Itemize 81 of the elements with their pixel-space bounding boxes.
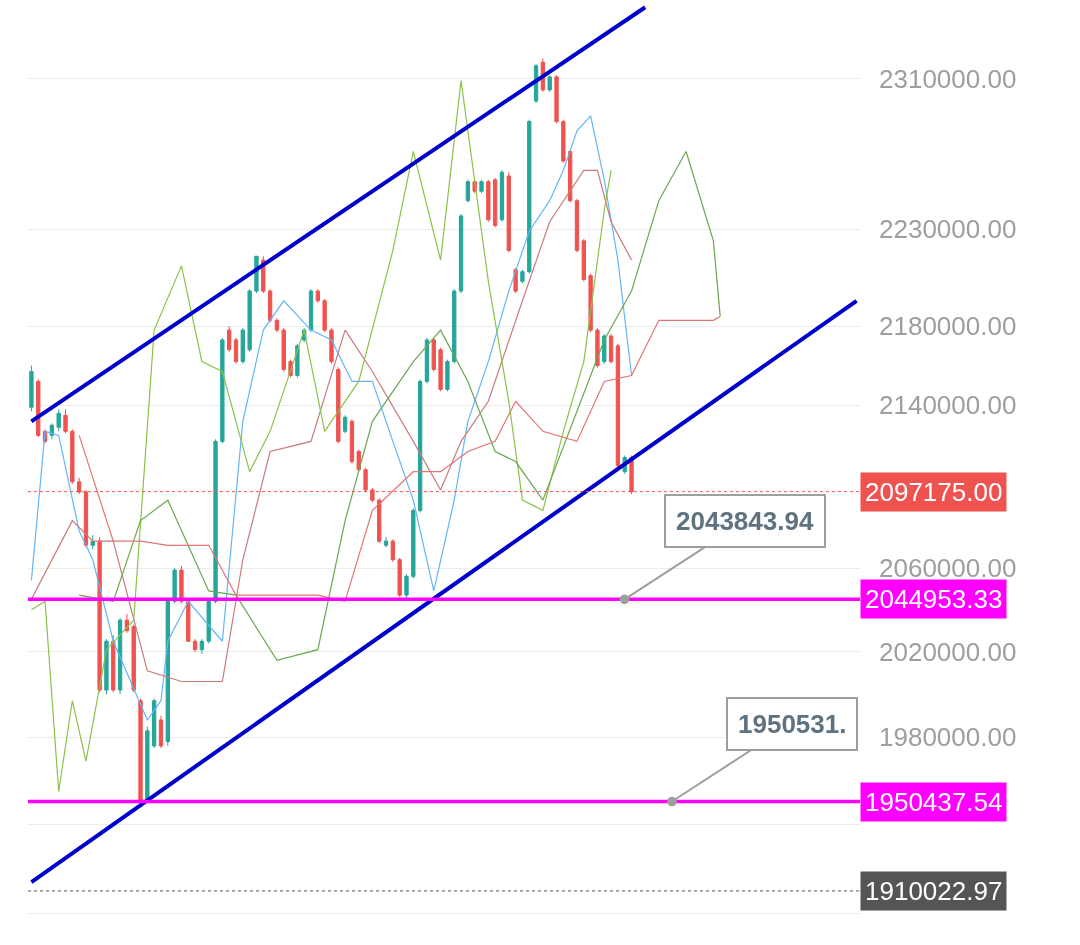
candlestick — [390, 538, 396, 563]
candlestick — [206, 598, 211, 644]
candlestick — [342, 414, 348, 434]
candlestick — [56, 408, 61, 432]
candlestick — [615, 343, 621, 469]
candlestick — [581, 238, 586, 282]
candlestick — [452, 288, 457, 365]
candlestick — [465, 179, 471, 204]
candlestick — [608, 333, 614, 365]
candlestick — [111, 634, 116, 693]
candlestick — [281, 327, 286, 373]
candlestick — [404, 573, 409, 600]
candlestick — [458, 213, 464, 294]
candlestick — [97, 536, 102, 693]
y-tick-label: 1980000.00 — [879, 722, 1017, 753]
candlestick — [377, 497, 382, 544]
candlestick — [383, 536, 389, 548]
candlestick — [574, 198, 580, 253]
candlestick — [240, 327, 245, 365]
candlestick — [499, 169, 505, 223]
candlestick — [479, 179, 484, 194]
candlestick — [554, 74, 559, 124]
ref-line-label: 1950437.54 — [865, 787, 1003, 817]
candlestick — [506, 171, 511, 253]
candlestick — [158, 715, 164, 749]
y-tick-label: 2020000.00 — [879, 636, 1017, 667]
candlestick — [36, 378, 41, 438]
candlestick — [438, 347, 443, 392]
candlestick — [561, 119, 566, 164]
candlestick — [233, 337, 239, 365]
y-tick-label: 2180000.00 — [879, 311, 1017, 342]
candlestick — [267, 288, 273, 323]
candlestick — [131, 623, 136, 693]
candlestick — [192, 638, 198, 653]
y-tick-label: 2140000.00 — [879, 390, 1017, 421]
annotation: 1950531. — [738, 709, 847, 739]
candlestick — [527, 119, 532, 275]
candlestick — [329, 327, 334, 365]
candlestick — [90, 534, 95, 550]
ref-line-label: 1910022.97 — [865, 876, 1003, 906]
candlestick — [220, 337, 225, 444]
candlestick — [547, 74, 552, 93]
line-series — [30, 80, 612, 793]
candlestick — [486, 179, 491, 223]
candlestick — [227, 325, 232, 353]
candlestick — [431, 337, 436, 373]
candlestick — [322, 298, 327, 333]
line-series — [30, 115, 633, 721]
candlestick — [349, 418, 355, 465]
candlestick — [199, 638, 205, 655]
y-tick-label: 2060000.00 — [879, 553, 1017, 584]
candlestick — [247, 288, 252, 353]
candlestick — [595, 327, 600, 369]
candlestick — [172, 567, 177, 604]
ref-line-label: 2044953.33 — [865, 584, 1003, 614]
ref-line-label: 2097175.00 — [865, 477, 1003, 507]
candlestick — [520, 269, 525, 284]
candlestick — [165, 598, 170, 747]
candlestick — [308, 288, 314, 333]
annotation: 2043843.94 — [676, 506, 814, 536]
candlestick — [417, 378, 423, 513]
candlestick — [492, 177, 498, 228]
candlestick — [411, 507, 416, 579]
candlestick — [179, 565, 184, 604]
candlestick — [397, 557, 402, 598]
candlestick — [274, 317, 280, 333]
candlestick — [213, 438, 218, 604]
candlestick — [445, 359, 450, 392]
candlestick — [138, 698, 143, 803]
y-tick-label: 2310000.00 — [879, 63, 1017, 94]
candlestick — [186, 598, 191, 642]
candlestick — [424, 337, 430, 384]
candlestick — [29, 365, 34, 412]
y-tick-label: 2230000.00 — [879, 214, 1017, 245]
candlestick — [104, 638, 109, 695]
candlestick — [315, 288, 321, 304]
candlestick — [513, 267, 518, 294]
candlestick — [70, 428, 75, 485]
line-series — [30, 169, 633, 683]
candlestick — [63, 408, 68, 434]
candlestick — [336, 367, 341, 444]
